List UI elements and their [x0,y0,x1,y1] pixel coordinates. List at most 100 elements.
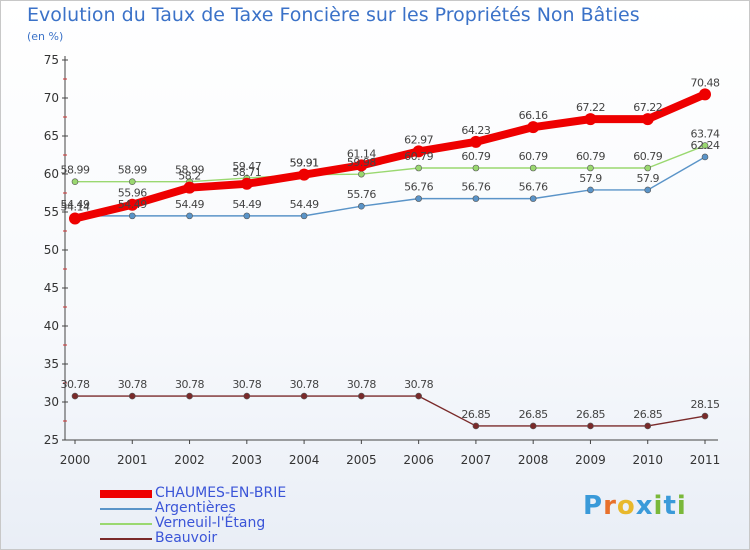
y-tick-label: 25 [44,433,59,447]
data-point [358,202,365,210]
data-label: 55.76 [347,188,376,201]
data-label: 59.91 [290,157,319,170]
series-line [74,144,706,183]
data-point [358,392,365,400]
data-label: 58.2 [178,170,201,183]
data-label: 54.49 [118,198,147,211]
y-tick-label: 75 [44,53,59,67]
data-label: 58.99 [61,164,90,177]
data-label: 60.79 [519,150,548,163]
legend-swatch [100,490,152,498]
data-point [529,164,537,172]
legend-swatch [100,523,152,525]
data-point [529,422,537,430]
data-point [128,212,136,220]
data-point [415,164,422,172]
logo-letter: i [653,491,664,521]
y-tick-label: 40 [44,319,59,333]
data-label: 30.78 [175,378,204,391]
data-label: 30.78 [347,378,376,391]
data-point [701,142,709,149]
chart-subtitle: (en %) [27,30,64,43]
data-label: 58.99 [175,164,204,177]
data-point [644,164,652,172]
data-point [243,212,251,220]
data-label: 70.48 [691,76,720,89]
series-line [74,156,706,217]
data-point [587,164,594,172]
data-label: 62.24 [691,139,720,152]
data-point [358,170,365,178]
data-label: 30.78 [118,378,147,391]
data-label: 30.78 [290,378,319,391]
data-label: 60.79 [633,150,662,163]
y-tick-label: 50 [44,243,59,257]
legend-label: Argentières [155,500,236,516]
x-tick-label: 2004 [289,453,320,467]
data-point [587,422,594,430]
series-line [74,395,706,427]
data-label: 54.49 [290,198,319,211]
legend-label: CHAUMES-EN-BRIE [155,485,287,501]
data-label: 55.96 [118,187,147,200]
legend-swatch [100,538,152,540]
x-tick-label: 2009 [575,453,606,467]
data-point [186,212,193,220]
data-label: 30.78 [232,378,261,391]
x-tick-label: 2008 [518,453,549,467]
legend-label: Beauvoir [155,530,218,546]
data-label: 30.78 [404,378,433,391]
x-tick-label: 2011 [690,453,721,467]
data-label: 67.22 [633,101,662,114]
data-label: 58.99 [118,164,147,177]
data-point [699,88,711,101]
y-tick-label: 70 [44,91,59,105]
data-point [412,145,425,158]
logo-letter: t [663,491,677,521]
data-label: 62.97 [404,133,433,146]
data-point [240,177,253,190]
data-point [415,195,422,202]
data-point [472,422,480,430]
data-label: 59.98 [347,156,376,169]
y-tick-label: 45 [44,281,59,295]
data-label: 63.74 [691,128,720,141]
data-label: 26.85 [576,408,605,421]
x-tick-label: 2010 [632,453,663,467]
data-label: 59.91 [290,157,319,170]
x-tick-label: 2007 [461,453,492,467]
data-point [529,195,537,202]
data-label: 56.76 [404,181,433,194]
data-label: 56.76 [461,181,490,194]
data-label: 60.79 [404,150,433,163]
logo-letter: i [676,491,687,521]
data-point [183,181,196,194]
data-point [126,198,139,211]
data-point [527,121,540,134]
data-point [71,392,79,400]
data-point [355,159,368,172]
logo-letter: r [603,491,617,521]
data-point [472,164,480,172]
data-label: 26.85 [519,408,548,421]
y-tick-label: 55 [44,205,59,219]
legend-swatch [100,508,152,510]
logo-letter: x [635,491,654,521]
data-label: 59.47 [232,160,261,173]
series-line [71,90,709,223]
data-point [701,412,709,420]
data-label: 30.78 [61,378,90,391]
data-label: 56.76 [519,181,548,194]
data-point [300,392,308,400]
y-tick-label: 60 [44,167,59,181]
data-point [641,113,654,126]
y-tick-label: 35 [44,357,59,371]
data-label: 57.9 [636,172,659,185]
y-tick-label: 65 [44,129,59,143]
data-point [186,392,193,400]
x-tick-label: 2000 [60,453,91,467]
logo-letter: o [616,491,636,521]
data-label: 26.85 [461,408,490,421]
x-tick-label: 2006 [403,453,434,467]
